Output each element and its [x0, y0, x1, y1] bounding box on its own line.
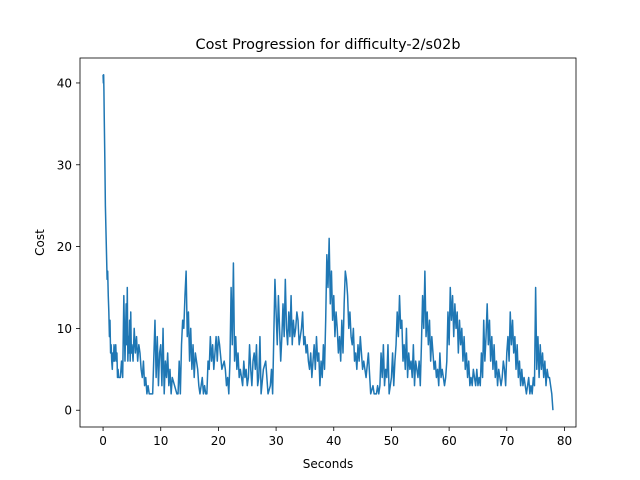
x-axis-ticks: 0 10 20 30 40 50 60 70 80 — [99, 427, 572, 448]
chart-title: Cost Progression for difficulty-2/s02b — [196, 37, 461, 53]
x-tick-label: 50 — [384, 434, 399, 448]
y-tick-label: 20 — [57, 240, 72, 254]
x-tick-label: 20 — [211, 434, 226, 448]
y-axis-label: Cost — [33, 229, 47, 256]
series-line-cost — [102, 74, 554, 411]
plot-area — [102, 74, 554, 411]
y-axis-ticks: 0 10 20 30 40 — [57, 76, 80, 418]
axes-frame — [79, 57, 577, 428]
y-tick-label: 0 — [64, 404, 72, 418]
x-axis-label: Seconds — [303, 457, 353, 471]
x-tick-label: 40 — [326, 434, 341, 448]
y-tick-label: 10 — [57, 322, 72, 336]
x-tick-label: 0 — [99, 434, 107, 448]
x-tick-label: 80 — [557, 434, 572, 448]
x-tick-label: 70 — [499, 434, 514, 448]
y-tick-label: 30 — [57, 158, 72, 172]
x-tick-label: 30 — [268, 434, 283, 448]
x-tick-label: 10 — [153, 434, 168, 448]
x-tick-label: 60 — [441, 434, 456, 448]
y-tick-label: 40 — [57, 76, 72, 90]
